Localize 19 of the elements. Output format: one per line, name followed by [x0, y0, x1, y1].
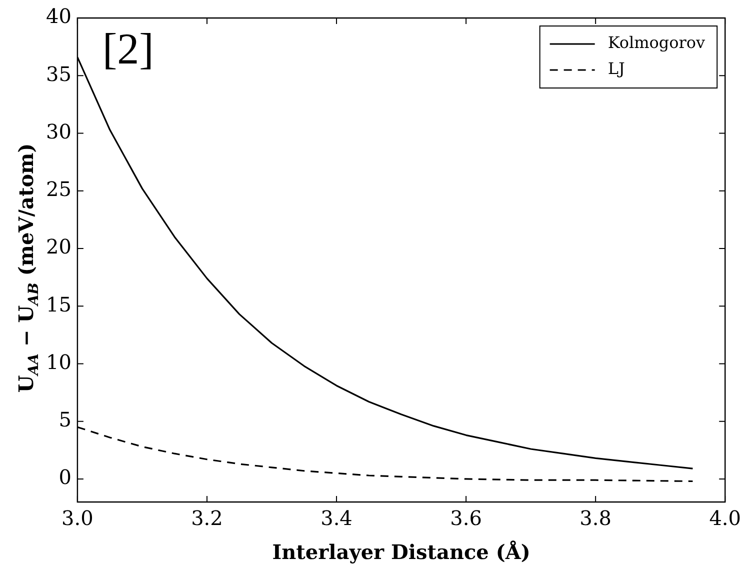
annotation: [2]	[102, 24, 154, 74]
x-tick-label: 3.8	[580, 506, 612, 530]
x-axis-title: Interlayer Distance (Å)	[272, 540, 530, 564]
y-tick-label: 0	[58, 465, 72, 490]
y-tick-label: 30	[46, 119, 72, 144]
y-tick-label: 40	[46, 4, 72, 28]
x-tick-label: 3.0	[62, 506, 94, 530]
y-tick-label: 35	[46, 62, 72, 86]
y-tick-label: 10	[46, 350, 72, 374]
x-tick-label: 3.2	[191, 506, 223, 530]
y-tick-label: 5	[58, 408, 72, 432]
legend-label: LJ	[608, 59, 625, 78]
y-tick-label: 15	[46, 292, 72, 316]
legend-label: Kolmogorov	[608, 33, 706, 52]
x-tick-label: 4.0	[709, 506, 742, 530]
y-tick-label: 20	[46, 234, 72, 259]
x-tick-label: 3.6	[450, 506, 482, 530]
y-tick-label: 25	[46, 177, 72, 202]
x-tick-label: 3.4	[320, 506, 352, 530]
